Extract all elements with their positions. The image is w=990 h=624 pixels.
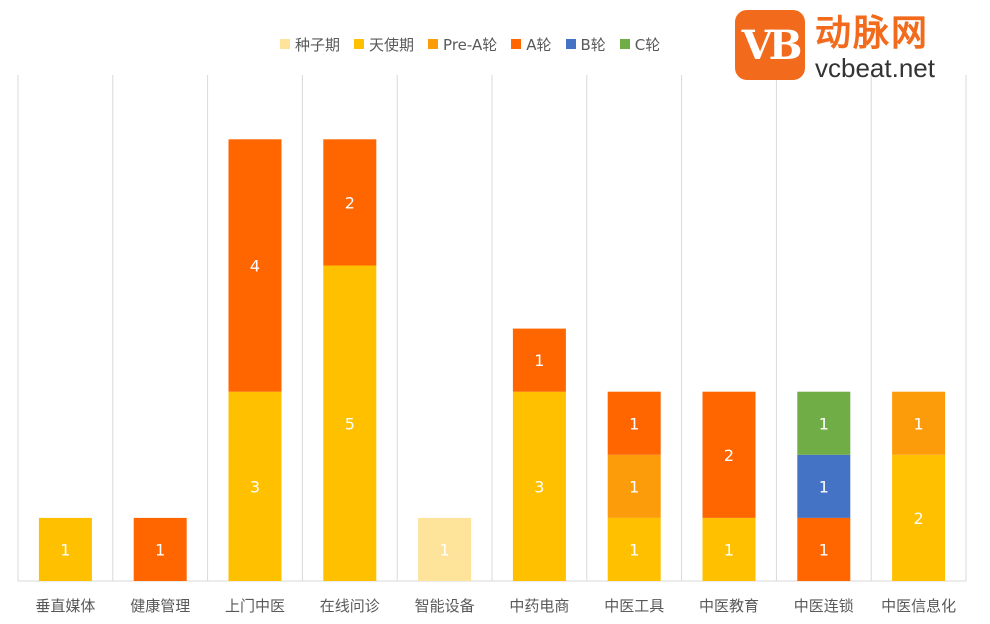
data-label: 3 [534, 477, 544, 496]
bar-segment [228, 139, 282, 392]
x-tick-label: 智能设备 [415, 597, 475, 615]
x-tick-label: 健康管理 [130, 597, 190, 615]
data-label: 1 [629, 540, 639, 559]
bar-segment [323, 265, 377, 581]
data-label: 5 [345, 414, 355, 433]
legend-swatch [428, 39, 439, 49]
bar-segment [228, 391, 282, 581]
data-label: 1 [60, 540, 70, 559]
bar-segment [702, 391, 756, 518]
data-label: 2 [345, 193, 355, 212]
data-label: 1 [629, 477, 639, 496]
x-tick-label: 中医教育 [699, 597, 759, 615]
logo-badge: VB [735, 10, 805, 80]
bar-segment [702, 517, 756, 581]
legend-label: C轮 [634, 35, 661, 54]
legend-swatch [619, 39, 630, 49]
legend-label: B轮 [580, 35, 606, 54]
legend-item: C轮 [619, 34, 661, 55]
bar-segment [892, 454, 946, 581]
data-label: 4 [250, 257, 260, 276]
data-label: 1 [534, 351, 544, 370]
data-label: 1 [440, 540, 450, 559]
x-tick-label: 中医连锁 [794, 597, 854, 615]
legend-swatch [511, 39, 522, 49]
data-label: 1 [914, 414, 924, 433]
legend-label: A轮 [526, 35, 552, 54]
bar-segment [892, 391, 946, 455]
chart-legend: 种子期 天使期 Pre-A轮 A轮 B轮 C轮 [280, 33, 660, 55]
x-tick-label: 在线问诊 [320, 597, 380, 615]
x-tick-label: 垂直媒体 [35, 597, 95, 615]
vcbeat-logo: VB 动脉网 vcbeat.net [735, 10, 975, 82]
bar-segment [38, 517, 92, 581]
bar-segment [607, 391, 661, 455]
bar-segment [418, 517, 472, 581]
bar-segment [607, 517, 661, 581]
bar-segment [797, 391, 851, 455]
logo-chinese-text: 动脉网 [815, 13, 930, 54]
legend-label: 种子期 [295, 35, 341, 54]
legend-label: Pre-A轮 [443, 35, 498, 54]
data-label: 1 [819, 414, 829, 433]
bar-segment [607, 454, 661, 518]
data-label: 1 [155, 540, 165, 559]
data-label: 2 [914, 509, 924, 528]
bar-segment [512, 328, 566, 392]
legend-label: 天使期 [369, 35, 415, 54]
legend-swatch [354, 39, 365, 49]
bar-segment [797, 517, 851, 581]
data-label: 2 [724, 446, 734, 465]
x-tick-label: 中医信息化 [881, 597, 956, 615]
bar-segment [323, 139, 377, 266]
legend-item: Pre-A轮 [428, 34, 497, 55]
x-tick-label: 上门中医 [225, 597, 285, 615]
legend-item: A轮 [511, 34, 552, 55]
legend-swatch [565, 39, 576, 49]
legend-item: 种子期 [280, 34, 340, 55]
bar-segment [512, 391, 566, 581]
legend-item: B轮 [565, 34, 606, 55]
legend-item: 天使期 [354, 34, 414, 55]
data-label: 1 [819, 540, 829, 559]
x-tick-label: 中药电商 [509, 597, 569, 615]
data-label: 1 [629, 414, 639, 433]
x-tick-label: 中医工具 [604, 597, 664, 615]
bar-segment [797, 454, 851, 518]
data-label: 3 [250, 477, 260, 496]
bar-segment [133, 517, 187, 581]
legend-swatch [280, 39, 290, 49]
logo-english-text: vcbeat.net [815, 53, 935, 83]
data-label: 1 [819, 477, 829, 496]
data-label: 1 [724, 540, 734, 559]
